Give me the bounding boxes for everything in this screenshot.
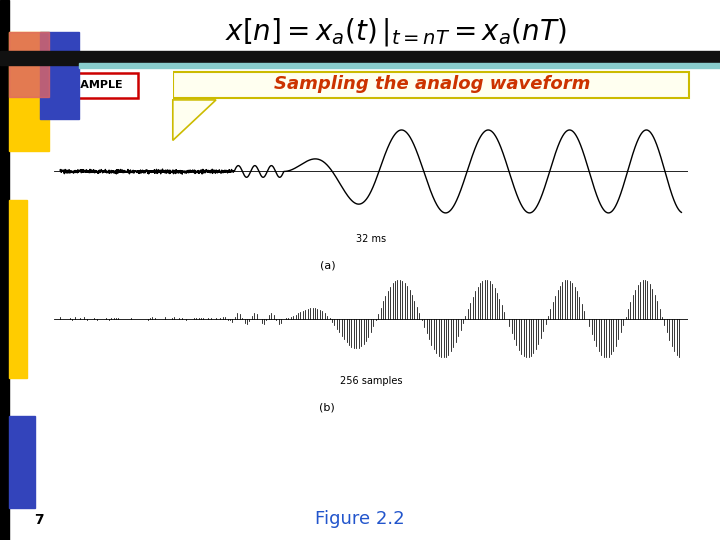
Text: 7: 7 (35, 512, 44, 526)
Text: (b): (b) (320, 402, 336, 412)
Text: (a): (a) (320, 261, 335, 271)
Text: 32 ms: 32 ms (356, 234, 386, 244)
FancyBboxPatch shape (50, 72, 138, 98)
Text: Figure 2.2: Figure 2.2 (315, 510, 405, 528)
Text: 256 samples: 256 samples (340, 376, 402, 386)
Text: EXAMPLE: EXAMPLE (64, 80, 123, 90)
FancyBboxPatch shape (173, 72, 688, 98)
Text: Sampling the analog waveform: Sampling the analog waveform (274, 76, 590, 93)
Text: $x[n] = x_a(t)\,|_{t=nT} = x_a(nT)$: $x[n] = x_a(t)\,|_{t=nT} = x_a(nT)$ (225, 16, 567, 49)
